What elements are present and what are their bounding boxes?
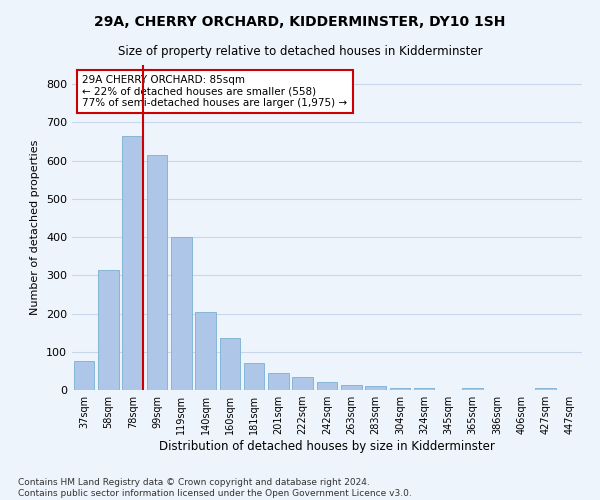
Bar: [535, 388, 556, 390]
Bar: [171, 237, 191, 390]
Bar: [414, 388, 434, 390]
Bar: [292, 376, 313, 390]
Bar: [317, 382, 337, 390]
Text: Contains HM Land Registry data © Crown copyright and database right 2024.
Contai: Contains HM Land Registry data © Crown c…: [18, 478, 412, 498]
Bar: [389, 388, 410, 390]
Bar: [74, 362, 94, 390]
Text: 29A, CHERRY ORCHARD, KIDDERMINSTER, DY10 1SH: 29A, CHERRY ORCHARD, KIDDERMINSTER, DY10…: [94, 15, 506, 29]
Bar: [463, 388, 483, 390]
Bar: [268, 373, 289, 390]
X-axis label: Distribution of detached houses by size in Kidderminster: Distribution of detached houses by size …: [159, 440, 495, 453]
Bar: [195, 312, 216, 390]
Bar: [341, 386, 362, 390]
Bar: [98, 270, 119, 390]
Bar: [244, 363, 265, 390]
Bar: [365, 386, 386, 390]
Y-axis label: Number of detached properties: Number of detached properties: [31, 140, 40, 315]
Bar: [146, 155, 167, 390]
Bar: [220, 338, 240, 390]
Bar: [122, 136, 143, 390]
Text: 29A CHERRY ORCHARD: 85sqm
← 22% of detached houses are smaller (558)
77% of semi: 29A CHERRY ORCHARD: 85sqm ← 22% of detac…: [82, 74, 347, 108]
Text: Size of property relative to detached houses in Kidderminster: Size of property relative to detached ho…: [118, 45, 482, 58]
